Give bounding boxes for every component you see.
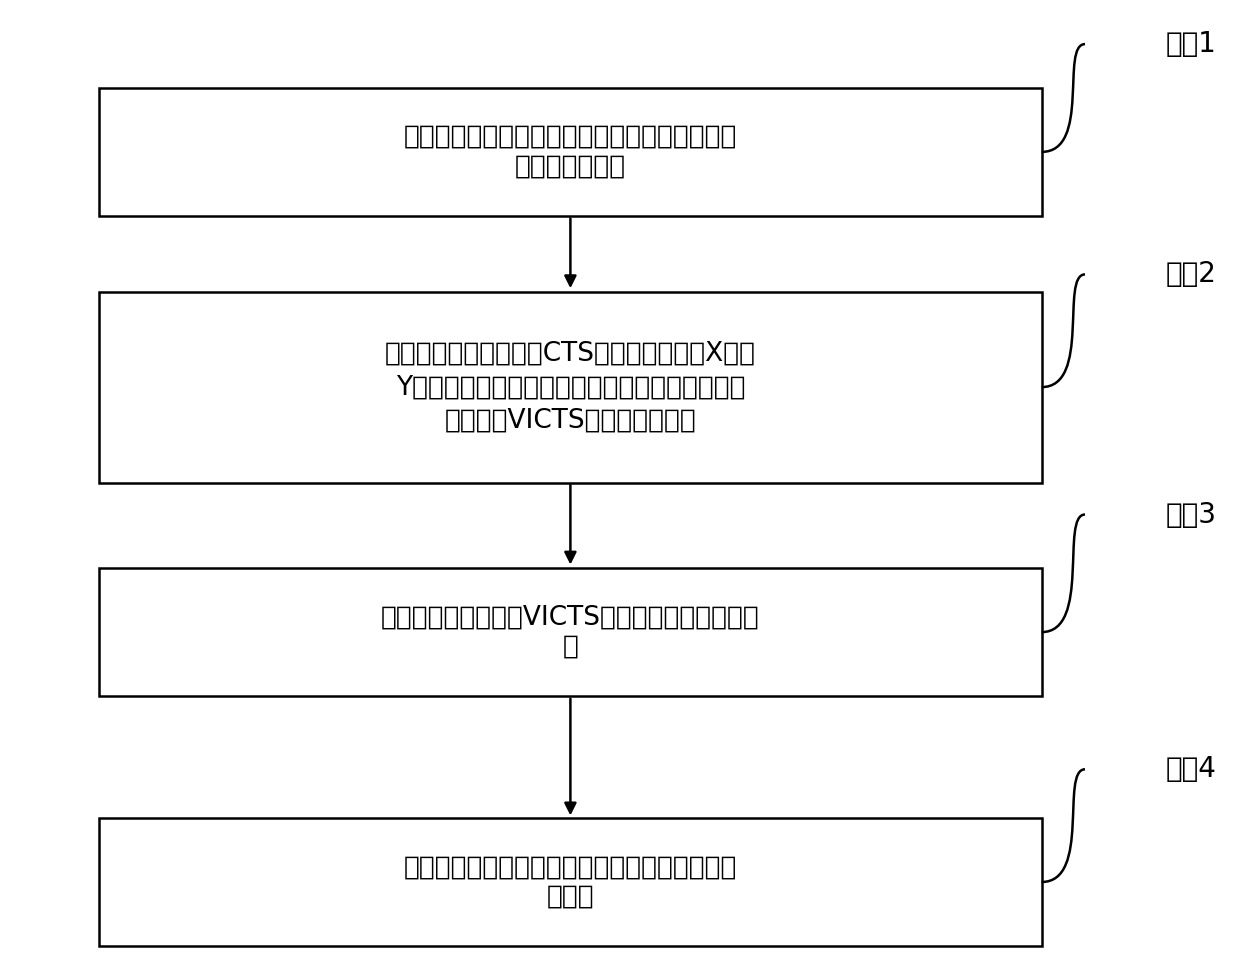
Bar [99,818,1042,946]
Text: 速计算: 速计算 [547,884,594,909]
Text: 型: 型 [563,634,578,660]
Text: Y轴动态选取，始终垂直和平行于辐射缝隙，坐标: Y轴动态选取，始终垂直和平行于辐射缝隙，坐标 [396,374,745,400]
Text: 利用快速傅里叶变换实现波束扫描理论模型的快: 利用快速傅里叶变换实现波束扫描理论模型的快 [404,855,737,880]
Text: 步骤1: 步骤1 [1166,30,1216,58]
Text: 动态坐标系的建立，在CTS层转动条件下，X轴和: 动态坐标系的建立，在CTS层转动条件下，X轴和 [384,341,756,367]
Bar [99,568,1042,696]
Text: 流元组成的阵列: 流元组成的阵列 [515,154,626,179]
Bar [99,292,1042,483]
Text: 步骤4: 步骤4 [1166,756,1216,783]
Text: 步骤2: 步骤2 [1166,261,1216,288]
Text: 在动态坐标系下建立VICTS天线的波束扫描理论模: 在动态坐标系下建立VICTS天线的波束扫描理论模 [381,605,760,630]
Text: 步骤3: 步骤3 [1166,501,1216,528]
Text: 物理模型理论化，辐射缝隙等效为由离散化的磁: 物理模型理论化，辐射缝隙等效为由离散化的磁 [404,124,737,150]
Bar [99,88,1042,216]
Text: 原点取在VICTS天线的旋转中心: 原点取在VICTS天线的旋转中心 [444,408,697,433]
